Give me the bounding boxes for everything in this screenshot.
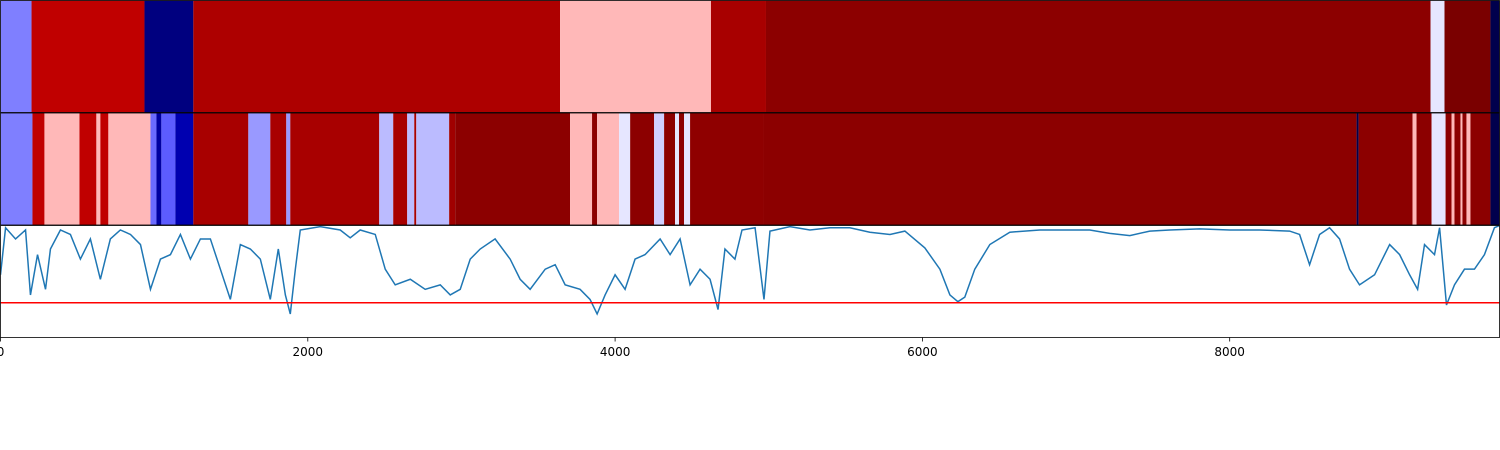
segment (1431, 113, 1446, 225)
segment (161, 113, 176, 225)
segment (290, 113, 380, 225)
segment (679, 113, 685, 225)
segment (79, 113, 97, 225)
x-tick-label: 2000 (293, 345, 324, 359)
segment (619, 113, 631, 225)
segment (416, 113, 450, 225)
segment (1358, 113, 1413, 225)
segment (630, 113, 655, 225)
x-tick-label: 0 (0, 345, 4, 359)
panel-frame (0, 225, 1500, 338)
segment (1460, 113, 1463, 225)
segment (286, 113, 291, 225)
segment (675, 113, 680, 225)
segment (455, 113, 571, 225)
segment (193, 0, 561, 113)
segment (1444, 0, 1491, 113)
segment (32, 113, 45, 225)
segment (1356, 113, 1359, 225)
segment (560, 0, 711, 113)
segment (156, 113, 162, 225)
segment (144, 0, 194, 113)
segment (654, 113, 665, 225)
segment (690, 113, 764, 225)
segment (1454, 113, 1461, 225)
segment (96, 113, 101, 225)
segment (710, 0, 766, 113)
segment (248, 113, 271, 225)
segment (664, 113, 676, 225)
segment (1490, 113, 1500, 225)
segment (449, 113, 456, 225)
segment (1466, 113, 1471, 225)
segment (270, 113, 287, 225)
segment (379, 113, 394, 225)
x-tick-label: 8000 (1214, 345, 1245, 359)
segment (1430, 0, 1445, 113)
segment (108, 113, 151, 225)
segment (1470, 113, 1491, 225)
segment (765, 0, 1431, 113)
segment (597, 113, 620, 225)
segment (684, 113, 691, 225)
segment (31, 0, 145, 113)
segment (0, 113, 33, 225)
segment (193, 113, 249, 225)
x-tick-label: 4000 (600, 345, 631, 359)
segment (1451, 113, 1455, 225)
segment (1462, 113, 1467, 225)
segment (414, 113, 417, 225)
segment (570, 113, 593, 225)
x-tick-label: 6000 (907, 345, 938, 359)
segment (1416, 113, 1432, 225)
segment (175, 113, 194, 225)
segment (592, 113, 598, 225)
segment (1490, 0, 1500, 113)
segment (763, 113, 1357, 225)
segment (1412, 113, 1417, 225)
segment (150, 113, 157, 225)
segment (1445, 113, 1452, 225)
segment (0, 0, 32, 113)
segment (393, 113, 408, 225)
segment (100, 113, 109, 225)
data-line (0, 225, 1500, 316)
segment (407, 113, 415, 225)
segment (44, 113, 80, 225)
